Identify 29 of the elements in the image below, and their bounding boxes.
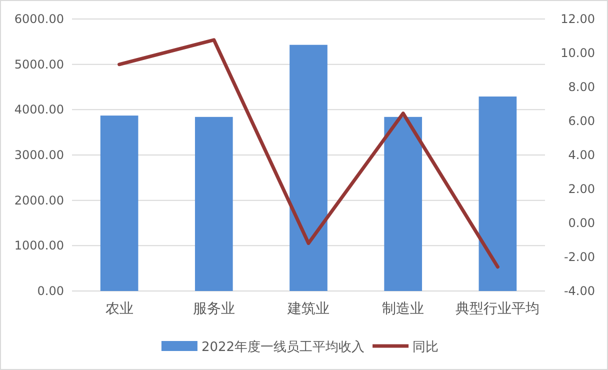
y-tick-label: 5000.00: [14, 57, 64, 72]
y-tick-label: 6000.00: [14, 12, 64, 26]
x-tick-label: 农业: [105, 301, 134, 317]
x-tick-label: 建筑业: [286, 301, 330, 317]
line-series: [118, 38, 500, 269]
bar: [100, 116, 138, 291]
y2-tick-label: -4.00: [564, 284, 595, 298]
y2-tick-label: 0.00: [568, 216, 595, 230]
y-tick-label: 0.00: [37, 284, 64, 298]
y-tick-label: 4000.00: [14, 102, 64, 117]
y2-tick-label: 2.00: [568, 182, 595, 196]
x-tick-label: 典型行业平均: [456, 301, 540, 317]
y2-tick-label: 6.00: [568, 114, 595, 128]
bar: [194, 116, 233, 291]
y2-tick-label: 12.00: [560, 12, 595, 26]
bar: [290, 44, 328, 291]
y2-tick-label: -2.00: [564, 250, 595, 264]
legend-label: 同比: [412, 340, 439, 355]
bar: [478, 96, 517, 291]
y-tick-label: 3000.00: [14, 148, 64, 162]
y2-tick-label: 8.00: [568, 80, 595, 94]
legend-label: 2022年度一线员工平均收入: [201, 339, 365, 355]
y2-tick-label: 4.00: [568, 148, 595, 162]
y2-tick-label: 10.00: [560, 46, 595, 60]
y-tick-label: 1000.00: [14, 238, 64, 253]
y-tick-label: 2000.00: [14, 193, 64, 208]
x-tick-label: 服务业: [192, 301, 235, 317]
bar: [384, 116, 422, 291]
x-tick-label: 制造业: [382, 301, 424, 317]
